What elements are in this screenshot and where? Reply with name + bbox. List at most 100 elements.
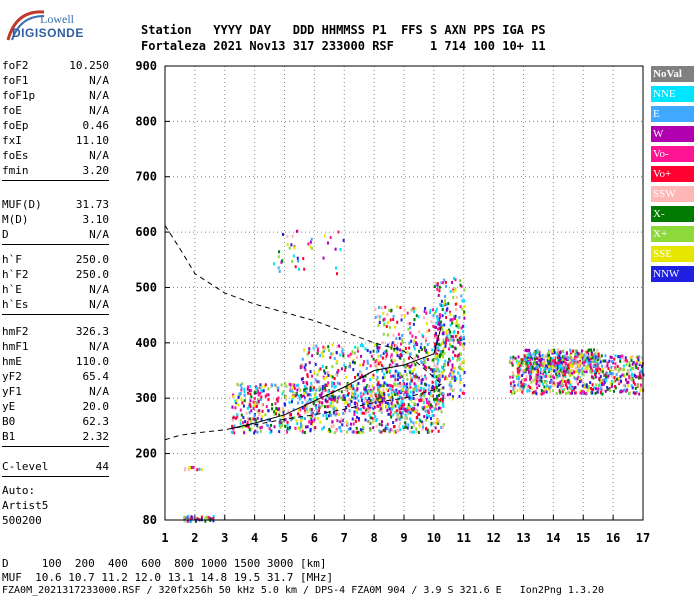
echo-point — [437, 322, 440, 326]
echo-point — [588, 357, 591, 361]
echo-point — [239, 383, 242, 387]
echo-point — [444, 359, 447, 363]
echo-point — [350, 391, 353, 395]
y-tick-label: 900 — [135, 59, 157, 73]
echo-point — [439, 397, 442, 401]
echo-point — [453, 388, 456, 392]
echo-point — [576, 365, 579, 369]
param-name: foEp — [2, 119, 29, 132]
echo-point — [583, 386, 586, 390]
echo-point — [343, 401, 346, 405]
echo-point — [517, 355, 520, 359]
echo-point — [564, 383, 567, 387]
echo-point — [551, 365, 554, 369]
echo-point — [586, 364, 589, 368]
echo-point — [371, 402, 374, 406]
echo-point — [421, 427, 424, 431]
echo-point — [409, 411, 412, 415]
echo-point — [319, 405, 322, 409]
echo-point — [293, 395, 296, 399]
echo-point — [565, 362, 568, 366]
echo-point — [259, 429, 262, 433]
echo-point — [451, 280, 454, 284]
echo-point — [338, 382, 341, 386]
echo-point — [302, 381, 305, 385]
echo-point — [541, 370, 544, 374]
echo-point — [453, 370, 456, 374]
echo-point — [278, 413, 281, 417]
echo-point — [322, 349, 325, 353]
echo-point — [316, 411, 319, 415]
echo-point — [630, 366, 633, 370]
echo-point — [311, 414, 314, 418]
param-row-muf-d-: MUF(D) 31.73 — [2, 196, 109, 213]
echo-point — [242, 404, 245, 408]
echo-point — [606, 385, 609, 389]
echo-point — [527, 384, 530, 388]
echo-point — [346, 382, 349, 386]
param-name: h`Es — [2, 298, 29, 311]
echo-point — [596, 390, 599, 394]
echo-point — [374, 315, 377, 319]
echo-point — [352, 430, 355, 434]
echo-point — [384, 305, 387, 309]
echo-point — [282, 390, 285, 394]
echo-point — [270, 423, 273, 427]
echo-point — [306, 425, 309, 429]
echo-point — [437, 318, 440, 322]
echo-point — [617, 380, 620, 384]
echo-point — [345, 405, 348, 409]
echo-point — [434, 281, 437, 285]
echo-point — [324, 405, 327, 409]
echo-point — [462, 359, 465, 363]
echo-point — [403, 403, 406, 407]
echo-point — [418, 349, 421, 353]
echo-point — [401, 402, 404, 406]
echo-point — [420, 374, 423, 378]
echo-point — [384, 367, 387, 371]
echo-point — [425, 426, 428, 430]
echo-point — [274, 409, 277, 413]
echo-point — [291, 395, 294, 399]
echo-point — [440, 281, 443, 285]
echo-point — [349, 427, 352, 431]
echo-point — [335, 351, 338, 355]
echo-point — [417, 386, 420, 390]
echo-point — [277, 388, 280, 392]
echo-point — [449, 373, 452, 377]
echo-point — [347, 404, 350, 408]
echo-point — [408, 341, 411, 345]
echo-point — [438, 326, 441, 330]
echo-point — [509, 375, 512, 379]
echo-point — [600, 378, 603, 382]
echo-point — [539, 367, 542, 371]
echo-point — [304, 398, 307, 402]
echo-point — [250, 427, 253, 431]
echo-point — [424, 409, 427, 413]
echo-point — [438, 369, 441, 373]
echo-point — [545, 390, 548, 394]
echo-point — [593, 369, 596, 373]
echo-point — [402, 396, 405, 400]
echo-point — [614, 354, 617, 358]
echo-point — [236, 413, 239, 417]
echo-point — [381, 356, 384, 360]
echo-point — [345, 420, 348, 424]
echo-point — [290, 418, 293, 422]
echo-point — [606, 372, 609, 376]
echo-point — [441, 374, 444, 378]
echo-point — [336, 373, 339, 377]
echo-point — [418, 412, 421, 416]
echo-point — [641, 370, 644, 374]
echo-point — [386, 343, 389, 347]
echo-point — [363, 360, 366, 364]
echo-point — [519, 387, 522, 391]
echo-point — [400, 412, 403, 416]
echo-point — [372, 373, 375, 377]
echo-point — [591, 359, 594, 363]
echo-point — [538, 372, 541, 376]
echo-point — [257, 393, 260, 397]
echo-point — [554, 370, 557, 374]
echo-point — [520, 380, 523, 384]
param-name: hmF2 — [2, 325, 29, 338]
